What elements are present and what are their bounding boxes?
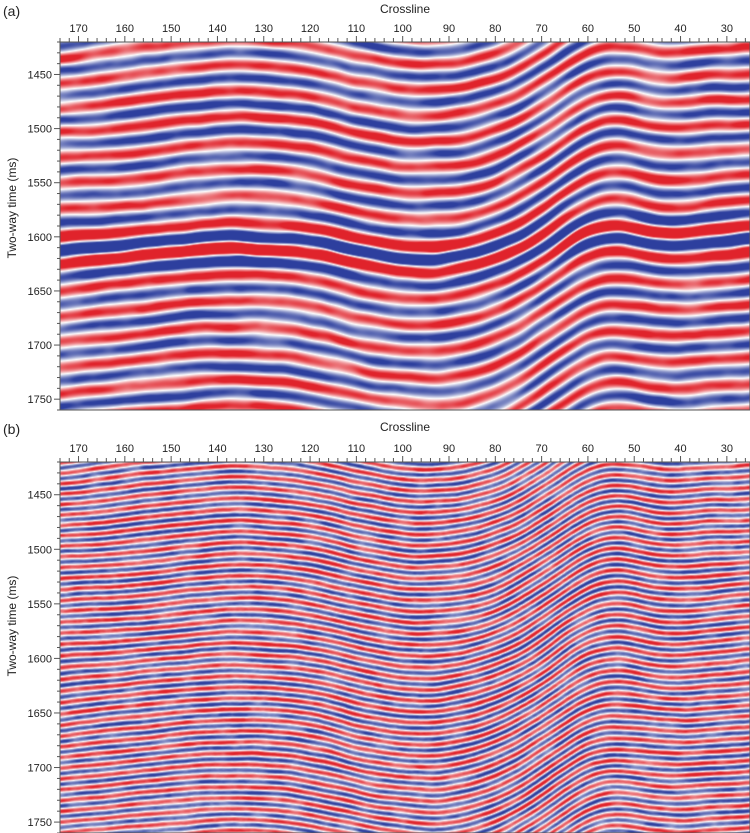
x-tick-label: 140 (208, 23, 226, 35)
x-tick-label: 170 (69, 23, 87, 35)
x-tick-label: 80 (489, 443, 501, 455)
x-tick-label: 60 (582, 23, 594, 35)
y-tick-label: 1700 (28, 763, 52, 775)
y-tick-label: 1650 (28, 708, 52, 720)
y-tick-label: 1500 (28, 124, 52, 136)
x-tick-label: 160 (116, 23, 134, 35)
panel-label: (b) (3, 421, 21, 437)
plot-frame (59, 41, 750, 411)
x-tick-label: 30 (721, 23, 733, 35)
y-tick-label: 1750 (28, 394, 52, 406)
x-tick-label: 130 (255, 23, 273, 35)
x-axis-title: Crossline (379, 2, 430, 16)
x-tick-label: 120 (301, 443, 319, 455)
y-tick-label: 1650 (28, 286, 52, 298)
y-tick-label: 1550 (28, 599, 52, 611)
y-tick-label: 1450 (28, 490, 52, 502)
x-tick-label: 90 (443, 23, 455, 35)
x-tick-label: 160 (116, 443, 134, 455)
y-tick-label: 1600 (28, 653, 52, 665)
x-tick-label: 70 (535, 443, 547, 455)
x-tick-label: 110 (348, 23, 366, 35)
x-tick-label: 110 (348, 443, 366, 455)
x-tick-label: 90 (443, 443, 455, 455)
x-tick-label: 130 (255, 443, 273, 455)
x-tick-label: 70 (535, 23, 547, 35)
x-tick-label: 80 (489, 23, 501, 35)
panel-label: (a) (3, 3, 21, 19)
x-tick-label: 140 (208, 443, 226, 455)
y-tick-label: 1700 (28, 340, 52, 352)
x-tick-label: 150 (162, 23, 180, 35)
x-tick-label: 30 (721, 443, 733, 455)
y-tick-label: 1750 (28, 817, 52, 829)
seismic-image-b (60, 462, 750, 833)
y-tick-label: 1450 (28, 69, 52, 81)
axes-b: 170 160 150 140 130 120 110 100 90 80 70 60 50 40 30 14… (28, 443, 750, 833)
seismic-panel-a: (a) Crossline Two-way time (ms) 170 160 15… (0, 0, 750, 416)
x-tick-label: 60 (582, 443, 594, 455)
x-tick-label: 120 (301, 23, 319, 35)
x-tick-label: 150 (162, 443, 180, 455)
x-tick-label: 100 (394, 23, 412, 35)
y-tick-label: 1500 (28, 544, 52, 556)
seismic-panel-b: (b) Crossline Two-way time (ms) 170 160 15… (0, 418, 750, 833)
x-tick-label: 40 (674, 443, 686, 455)
x-tick-label: 50 (628, 23, 640, 35)
x-tick-label: 170 (69, 443, 87, 455)
axes-a: 170 160 150 140 130 120 110 100 90 80 70 60 50 40 30 14… (28, 23, 750, 411)
x-axis-title: Crossline (379, 420, 430, 434)
y-tick-label: 1600 (28, 232, 52, 244)
y-tick-label: 1550 (28, 178, 52, 190)
x-tick-label: 40 (674, 23, 686, 35)
seismic-image-a (60, 42, 750, 410)
x-tick-label: 100 (394, 443, 412, 455)
x-tick-label: 50 (628, 443, 640, 455)
plot-frame (59, 461, 750, 833)
